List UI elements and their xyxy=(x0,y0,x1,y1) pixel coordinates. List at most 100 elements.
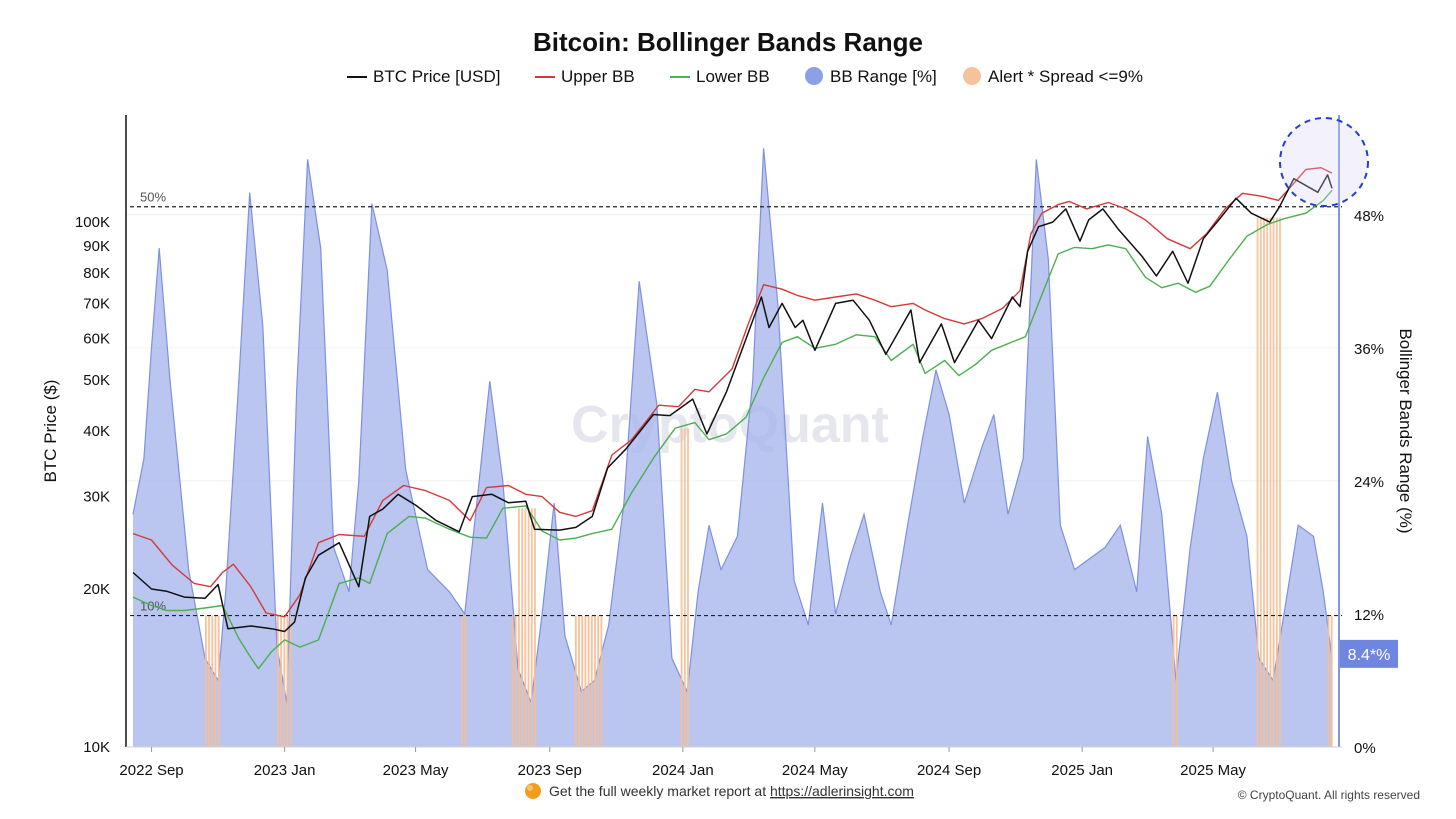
alert-bars xyxy=(205,217,1333,747)
alert-bar xyxy=(1275,615,1278,747)
footer: Get the full weekly market report at htt… xyxy=(525,783,1420,802)
alert-bar xyxy=(1269,615,1272,747)
alert-bar xyxy=(518,615,520,747)
alert-bar xyxy=(211,615,214,747)
alert-bar xyxy=(1279,217,1281,616)
alert-bar xyxy=(1272,615,1275,747)
y-right-tick-1: 12% xyxy=(1354,607,1384,624)
latest-value-callout: 8.4*% xyxy=(1279,117,1398,668)
alert-window-tall-1 xyxy=(680,428,689,616)
alert-window-8 xyxy=(1327,615,1333,747)
alert-bar xyxy=(581,615,584,747)
x-tick-4: 2024 Jan xyxy=(652,762,714,779)
reference-line-label-0: 50% xyxy=(140,190,166,205)
alert-bar xyxy=(214,615,217,747)
alert-bar xyxy=(524,508,527,616)
btc-price-line xyxy=(132,174,1333,633)
alert-bar xyxy=(1330,615,1333,747)
alert-window-tall-0 xyxy=(518,508,536,616)
alert-bar xyxy=(597,615,600,747)
alert-bar xyxy=(217,615,220,747)
legend-label: Alert * Spread <=9% xyxy=(988,67,1143,86)
alert-bar xyxy=(1263,217,1265,616)
alert-bar xyxy=(208,615,210,747)
alert-window-7 xyxy=(1256,615,1281,747)
alert-bar xyxy=(1263,615,1265,747)
x-tick-8: 2025 May xyxy=(1180,762,1246,779)
y-left-tick-8: 90K xyxy=(83,238,110,255)
alert-bar xyxy=(1269,217,1272,616)
x-tick-0: 2022 Sep xyxy=(119,762,183,779)
legend-item-3: BB Range [%] xyxy=(805,67,937,86)
alert-window-4 xyxy=(574,615,603,747)
alert-bar xyxy=(1256,615,1259,747)
alert-bar xyxy=(687,615,689,747)
alert-bar xyxy=(524,615,527,747)
alert-bar xyxy=(574,615,577,747)
y-left-tick-5: 60K xyxy=(83,331,110,348)
globe-icon-highlight xyxy=(527,785,533,791)
legend-swatch-dot xyxy=(805,67,823,85)
price-band-lines xyxy=(132,167,1333,670)
alert-bar xyxy=(1175,615,1178,747)
alert-bar xyxy=(683,615,686,747)
legend-item-0: BTC Price [USD] xyxy=(347,67,501,86)
y-right-tick-0: 0% xyxy=(1354,740,1376,757)
alert-bar xyxy=(1275,217,1278,616)
legend-label: BTC Price [USD] xyxy=(373,67,501,86)
alert-bar xyxy=(1272,217,1275,616)
y-left-tick-7: 80K xyxy=(83,265,110,282)
alert-bar xyxy=(680,428,683,616)
y-left-tick-0: 10K xyxy=(83,739,110,756)
current-value-box xyxy=(1340,639,1398,668)
footer-link[interactable]: https://adlerinsight.com xyxy=(770,783,914,799)
alert-window-1 xyxy=(277,615,292,747)
legend-label: Lower BB xyxy=(696,67,770,86)
alert-bar xyxy=(683,428,686,616)
alert-bar xyxy=(530,508,533,616)
alert-window-3 xyxy=(511,615,536,747)
globe-icon xyxy=(525,783,541,799)
alert-bar xyxy=(680,615,683,747)
legend-item-2: Lower BB xyxy=(670,67,770,86)
legend-label: Upper BB xyxy=(561,67,635,86)
alert-bar xyxy=(518,508,520,616)
alert-bar xyxy=(587,615,590,747)
bb-range-series xyxy=(132,148,1333,747)
watermark: CryptoQuant xyxy=(571,396,889,454)
alert-bar xyxy=(1259,615,1262,747)
alert-bar xyxy=(534,508,536,616)
alert-bar xyxy=(461,615,464,747)
alert-bar xyxy=(289,615,292,747)
alert-bar xyxy=(687,428,689,616)
x-tick-7: 2025 Jan xyxy=(1051,762,1113,779)
alert-bar xyxy=(527,615,530,747)
alert-bar xyxy=(600,615,603,747)
alert-bar xyxy=(578,615,580,747)
alert-bar xyxy=(205,615,207,747)
alert-bar xyxy=(1327,615,1330,747)
footer-prefix: Get the full weekly market report at xyxy=(549,783,770,799)
alert-bar xyxy=(1259,217,1262,616)
current-value-label: 8.4*% xyxy=(1348,647,1391,664)
alert-bar xyxy=(280,615,282,747)
upper-bb-line xyxy=(132,167,1333,618)
alert-window-2 xyxy=(461,615,467,747)
x-tick-6: 2024 Sep xyxy=(917,762,981,779)
alert-bar xyxy=(511,615,514,747)
alert-bar xyxy=(1256,217,1259,616)
x-tick-2: 2023 May xyxy=(383,762,449,779)
legend-label: BB Range [%] xyxy=(830,67,937,86)
x-tick-1: 2023 Jan xyxy=(254,762,316,779)
alert-bar xyxy=(594,615,596,747)
alert-bar xyxy=(1172,615,1175,747)
y-left-tick-6: 70K xyxy=(83,295,110,312)
y-right-tick-3: 36% xyxy=(1354,341,1384,358)
y-right-tick-4: 48% xyxy=(1354,208,1384,225)
alert-bar xyxy=(464,615,467,747)
highlight-circle xyxy=(1279,117,1369,207)
y-left-tick-4: 50K xyxy=(83,372,110,389)
axes: 10K 20K 30K 40K 50K 60K 70K 80K 90K 100K 0% 12% 24% 3… xyxy=(75,115,1384,779)
alert-bar xyxy=(584,615,587,747)
